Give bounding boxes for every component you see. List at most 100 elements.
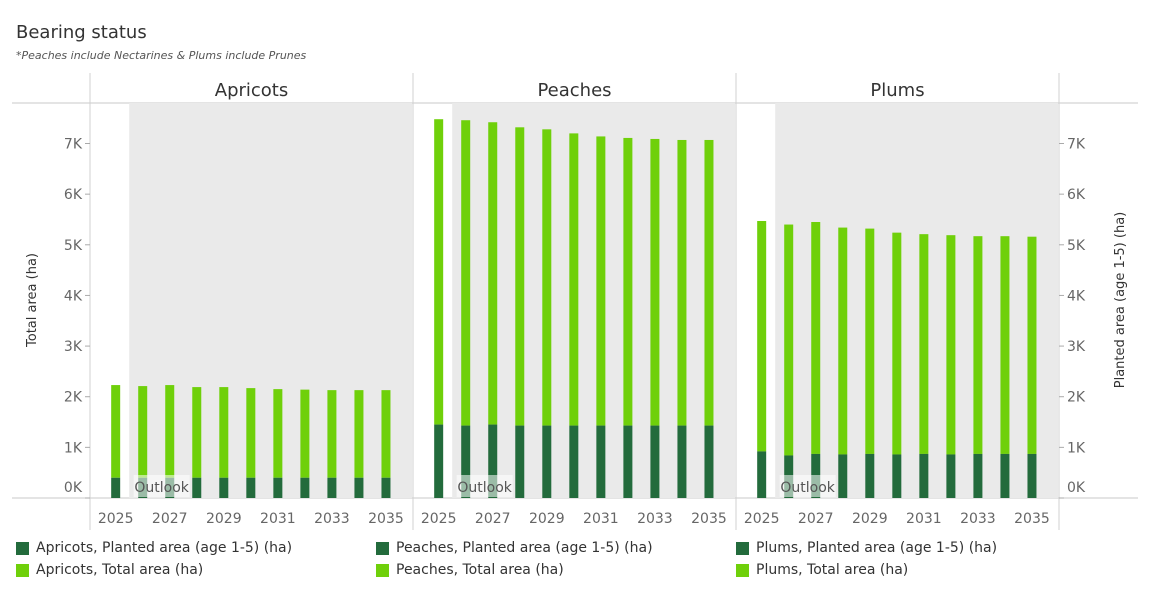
- bar-planted-peaches-2026: [461, 425, 471, 498]
- legend-item-plums-total[interactable]: Plums, Total area (ha): [736, 562, 908, 578]
- bar-total-apricots-2027: [165, 385, 175, 478]
- y-tick-label-left: 4K: [64, 288, 83, 304]
- bar-total-plums-2030: [892, 232, 902, 455]
- bar-total-apricots-2032: [300, 389, 310, 478]
- y-axis-label-right: Planted area (age 1-5) (ha): [1113, 212, 1128, 388]
- y-tick-label-left: 7K: [64, 137, 83, 153]
- y-tick-label-right: 3K: [1067, 339, 1086, 355]
- bar-total-peaches-2027: [488, 122, 498, 425]
- x-tick-label: 2029: [852, 511, 888, 527]
- y-tick-label-right: 2K: [1067, 390, 1086, 406]
- legend-swatch: [16, 563, 29, 577]
- bar-total-peaches-2026: [461, 120, 471, 426]
- bar-planted-peaches-2031: [596, 425, 606, 498]
- bar-total-peaches-2031: [596, 136, 606, 426]
- bar-total-plums-2028: [838, 227, 848, 455]
- y-tick-label-right: 0K: [1067, 480, 1086, 496]
- bar-total-plums-2033: [973, 236, 983, 454]
- bar-planted-peaches-2034: [677, 425, 687, 498]
- bar-total-peaches-2028: [515, 127, 525, 426]
- outlook-label: Outlook: [134, 480, 189, 496]
- outlook-label-bg: [456, 475, 513, 497]
- outlook-shading: [775, 103, 1058, 498]
- bar-planted-apricots-2025: [111, 477, 121, 498]
- bar-total-peaches-2033: [650, 138, 660, 426]
- panel-title-plums: Plums: [870, 80, 924, 101]
- bar-planted-plums-2028: [838, 454, 848, 498]
- outlook-shading: [452, 103, 735, 498]
- x-tick-label: 2033: [960, 511, 996, 527]
- y-tick-label-left: 3K: [64, 339, 83, 355]
- legend-item-peaches-total[interactable]: Peaches, Total area (ha): [376, 562, 564, 578]
- y-tick-label-right: 4K: [1067, 288, 1086, 304]
- bar-planted-plums-2030: [892, 454, 902, 498]
- x-tick-label: 2027: [798, 511, 834, 527]
- bar-planted-plums-2035: [1027, 453, 1037, 498]
- x-tick-label: 2031: [260, 511, 296, 527]
- bar-planted-plums-2034: [1000, 453, 1010, 498]
- x-tick-label: 2035: [691, 511, 727, 527]
- y-tick-label-left: 2K: [64, 390, 83, 406]
- bar-planted-peaches-2030: [569, 425, 579, 498]
- bar-total-plums-2034: [1000, 236, 1010, 454]
- legend-label: Apricots, Planted area (age 1-5) (ha): [36, 540, 293, 556]
- bar-total-plums-2035: [1027, 236, 1037, 454]
- bar-planted-peaches-2032: [623, 425, 633, 498]
- legend-label: Peaches, Planted area (age 1-5) (ha): [396, 540, 653, 556]
- bar-planted-plums-2031: [919, 453, 929, 498]
- legend-item-plums-planted[interactable]: Plums, Planted area (age 1-5) (ha): [736, 540, 997, 556]
- bar-planted-plums-2025: [757, 451, 767, 498]
- outlook-label: Outlook: [780, 480, 835, 496]
- y-tick-label-left: 6K: [64, 187, 83, 203]
- bar-total-apricots-2025: [111, 385, 121, 478]
- outlook-label-bg: [779, 475, 836, 497]
- bar-total-peaches-2035: [704, 139, 714, 426]
- x-tick-label: 2027: [152, 511, 188, 527]
- legend-item-peaches-planted[interactable]: Peaches, Planted area (age 1-5) (ha): [376, 540, 653, 556]
- bar-planted-plums-2029: [865, 453, 875, 498]
- x-tick-label: 2035: [1014, 511, 1050, 527]
- outlook-label: Outlook: [457, 480, 512, 496]
- x-tick-label: 2027: [475, 511, 511, 527]
- y-tick-label-right: 6K: [1067, 187, 1086, 203]
- bar-total-peaches-2025: [434, 119, 444, 425]
- y-tick-label-left: 0K: [64, 480, 83, 496]
- chart-title: Bearing status: [16, 22, 147, 43]
- bar-planted-peaches-2028: [515, 425, 525, 498]
- legend-label: Plums, Planted area (age 1-5) (ha): [756, 540, 998, 556]
- bar-total-peaches-2030: [569, 133, 579, 426]
- legend-swatch: [736, 563, 749, 577]
- y-tick-label-left: 5K: [64, 238, 83, 254]
- y-tick-label-right: 5K: [1067, 238, 1086, 254]
- bar-total-apricots-2026: [138, 386, 148, 478]
- bar-planted-peaches-2029: [542, 425, 552, 498]
- bar-total-apricots-2031: [273, 389, 283, 478]
- bar-planted-plums-2032: [946, 454, 956, 498]
- x-tick-label: 2033: [637, 511, 673, 527]
- x-tick-label: 2025: [421, 511, 457, 527]
- bar-planted-apricots-2032: [300, 477, 310, 498]
- bar-total-plums-2031: [919, 234, 929, 454]
- bar-planted-apricots-2031: [273, 477, 283, 498]
- bar-total-plums-2027: [811, 222, 821, 454]
- y-tick-label-left: 1K: [64, 440, 83, 456]
- bar-planted-peaches-2025: [434, 424, 444, 498]
- x-tick-label: 2035: [368, 511, 404, 527]
- panel-title-peaches: Peaches: [537, 80, 611, 101]
- legend-label: Apricots, Total area (ha): [36, 562, 204, 578]
- bar-total-apricots-2034: [354, 390, 364, 478]
- x-tick-label: 2029: [206, 511, 242, 527]
- bar-planted-peaches-2035: [704, 425, 714, 498]
- bar-planted-peaches-2027: [488, 424, 498, 498]
- bar-planted-apricots-2029: [219, 477, 229, 498]
- legend-swatch: [376, 541, 389, 555]
- legend-item-apricots-planted[interactable]: Apricots, Planted area (age 1-5) (ha): [16, 540, 292, 556]
- bar-total-plums-2025: [757, 220, 767, 452]
- bar-planted-apricots-2035: [381, 477, 391, 498]
- legend-swatch: [736, 541, 749, 555]
- bar-total-apricots-2028: [192, 387, 202, 478]
- legend-item-apricots-total[interactable]: Apricots, Total area (ha): [16, 562, 203, 578]
- outlook-shading: [129, 103, 412, 498]
- x-tick-label: 2031: [906, 511, 942, 527]
- bar-planted-peaches-2033: [650, 425, 660, 498]
